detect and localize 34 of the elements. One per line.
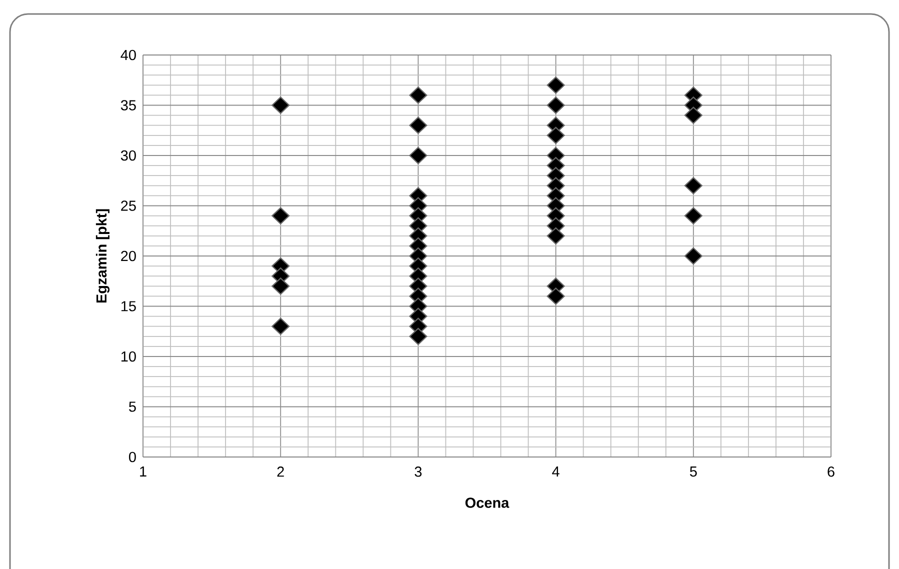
point: [546, 76, 565, 94]
point: [684, 106, 702, 124]
y-tick-label: 20: [121, 250, 136, 262]
x-tick-label: 3: [414, 466, 422, 477]
y-tick-label: 10: [121, 351, 136, 362]
point: [409, 116, 428, 134]
point: [272, 318, 290, 335]
point: [684, 177, 702, 194]
x-tick-label: 5: [690, 466, 697, 477]
y-tick-label: 30: [120, 150, 136, 161]
point: [272, 96, 290, 114]
x-tick-label: 6: [828, 466, 834, 477]
point: [546, 288, 565, 305]
point: [546, 227, 565, 244]
y-tick-label: 5: [128, 402, 136, 412]
x-axis-title: Ocena: [465, 498, 510, 508]
point: [546, 96, 565, 114]
point: [409, 146, 428, 164]
y-tick-label: 0: [128, 452, 136, 462]
point: [684, 207, 702, 224]
y-tick-label: 35: [120, 100, 136, 110]
point: [272, 278, 290, 295]
point: [546, 126, 565, 144]
y-tick-label: 25: [121, 200, 136, 211]
point: [409, 328, 428, 345]
point: [409, 86, 428, 104]
x-tick-label: 4: [552, 466, 560, 476]
x-tick-label: 1: [140, 466, 146, 476]
point: [684, 247, 702, 265]
point: [272, 207, 290, 224]
x-tick-label: 2: [277, 466, 284, 477]
y-tick-label: 15: [121, 301, 136, 312]
y-axis-title: Egzamin [pkt]: [96, 209, 110, 303]
y-tick-label: 40: [120, 50, 136, 60]
